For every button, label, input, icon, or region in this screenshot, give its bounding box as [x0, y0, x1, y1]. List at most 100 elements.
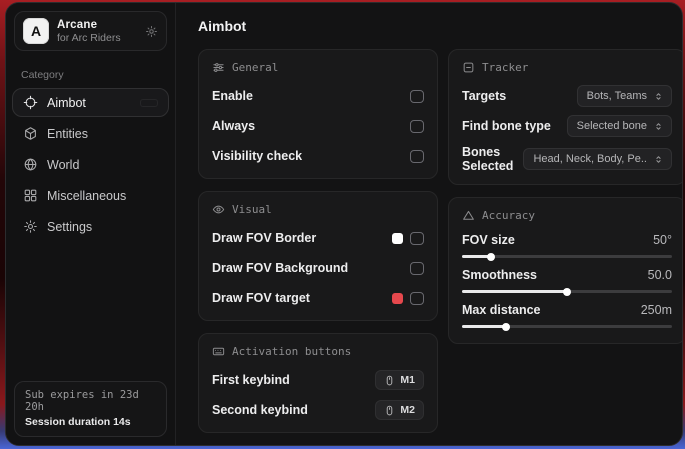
- main-content: Aimbot: [176, 3, 682, 445]
- chevrons-up-down-icon: [653, 154, 664, 165]
- enable-checkbox[interactable]: [410, 89, 424, 103]
- slider-label: FOV size: [462, 233, 515, 247]
- setting-row-visibility-check: Visibility check: [212, 145, 424, 167]
- setting-label: Always: [212, 119, 256, 133]
- slider-label: Smoothness: [462, 268, 538, 282]
- cube-icon: [23, 126, 38, 141]
- dropdown-value: Head, Neck, Body, Pe..: [533, 153, 647, 165]
- sidebar-item-label: World: [47, 157, 80, 172]
- color-swatch-white[interactable]: [392, 232, 403, 244]
- square-minus-icon: [462, 61, 475, 74]
- sidebar-item-miscellaneous[interactable]: Miscellaneous: [12, 181, 169, 210]
- visibility-check-checkbox[interactable]: [410, 149, 424, 163]
- category-label: Category: [21, 69, 64, 81]
- section-header: General: [232, 61, 279, 74]
- sidebar-item-world[interactable]: World: [12, 150, 169, 179]
- second-keybind-button[interactable]: M2: [375, 400, 424, 420]
- general-card: General Enable Always Visibility check: [198, 49, 438, 179]
- sidebar-item-label: Entities: [47, 126, 88, 141]
- bones-selected-dropdown[interactable]: Head, Neck, Body, Pe..: [523, 148, 672, 170]
- setting-row-fov-background: Draw FOV Background: [212, 257, 424, 279]
- setting-label: Targets: [462, 89, 507, 103]
- setting-label: Enable: [212, 89, 253, 103]
- max-distance-slider[interactable]: [462, 322, 672, 331]
- setting-row-enable: Enable: [212, 85, 424, 107]
- setting-row-fov-border: Draw FOV Border: [212, 227, 424, 249]
- setting-label: Find bone type: [462, 119, 551, 133]
- setting-row-always: Always: [212, 115, 424, 137]
- tracker-row-find-bone: Find bone type Selected bone: [462, 115, 672, 137]
- brand-card: A Arcane for Arc Riders: [14, 11, 167, 51]
- find-bone-type-dropdown[interactable]: Selected bone: [566, 115, 672, 137]
- fov-target-checkbox[interactable]: [410, 291, 424, 305]
- fov-size-slider[interactable]: [462, 252, 672, 261]
- section-header: Activation buttons: [232, 345, 352, 358]
- sidebar-item-label: Aimbot: [47, 95, 86, 110]
- setting-label: Visibility check: [212, 149, 303, 163]
- sidebar-item-aimbot[interactable]: Aimbot: [12, 88, 169, 117]
- sidebar-item-settings[interactable]: Settings: [12, 212, 169, 241]
- color-swatch-red[interactable]: [392, 292, 403, 304]
- sidebar: A Arcane for Arc Riders Category: [6, 3, 176, 445]
- visual-card: Visual Draw FOV Border Draw FOV Backgrou…: [198, 191, 438, 321]
- dropdown-value: Bots, Teams: [586, 90, 647, 102]
- keyboard-icon: [212, 345, 225, 358]
- always-checkbox[interactable]: [410, 119, 424, 133]
- section-header: Visual: [232, 203, 272, 216]
- mouse-icon: [384, 375, 395, 386]
- sidebar-item-label: Settings: [47, 219, 93, 234]
- section-header: Tracker: [482, 61, 529, 74]
- smoothness-slider[interactable]: [462, 287, 672, 296]
- mouse-icon: [384, 405, 395, 416]
- gear-icon: [23, 219, 38, 234]
- sidebar-nav: Aimbot Entities: [6, 87, 175, 242]
- tracker-row-targets: Targets Bots, Teams: [462, 85, 672, 107]
- fov-border-checkbox[interactable]: [410, 231, 424, 245]
- chevrons-up-down-icon: [653, 121, 664, 132]
- sidebar-item-entities[interactable]: Entities: [12, 119, 169, 148]
- app-window: A Arcane for Arc Riders Category: [5, 2, 683, 446]
- brand-subtitle: for Arc Riders: [57, 31, 121, 44]
- session-duration-text: Session duration 14s: [25, 416, 131, 428]
- slider-thumb[interactable]: [502, 322, 511, 331]
- section-header: Accuracy: [482, 209, 535, 222]
- slider-label: Max distance: [462, 303, 541, 317]
- setting-label: First keybind: [212, 373, 290, 387]
- setting-label: Bones Selected: [462, 145, 514, 173]
- subscription-card: Sub expires in 23d 20h Session duration …: [14, 381, 167, 437]
- accuracy-card: Accuracy FOV size 50°: [448, 197, 682, 344]
- keybind-value: M2: [400, 404, 415, 416]
- slider-value: 50.0: [647, 268, 672, 282]
- setting-label: Draw FOV Background: [212, 261, 349, 275]
- eye-icon: [212, 203, 225, 216]
- brand-text: Arcane for Arc Riders: [57, 19, 137, 44]
- setting-label: Second keybind: [212, 403, 308, 417]
- settings-gear-icon[interactable]: [145, 25, 158, 38]
- targets-dropdown[interactable]: Bots, Teams: [576, 85, 672, 107]
- triangle-icon: [462, 209, 475, 222]
- tracker-card: Tracker Targets Bots, Teams: [448, 49, 682, 185]
- dropdown-value: Selected bone: [576, 120, 647, 132]
- setting-label: Draw FOV target: [212, 291, 310, 305]
- activation-card: Activation buttons First keybind M1: [198, 333, 438, 433]
- tracker-row-bones-selected: Bones Selected Head, Neck, Body, Pe..: [462, 145, 672, 173]
- sub-expires-text: Sub expires in 23d 20h: [25, 389, 139, 413]
- setting-row-fov-target: Draw FOV target: [212, 287, 424, 309]
- page-title: Aimbot: [198, 18, 247, 34]
- sidebar-item-label: Miscellaneous: [47, 188, 127, 203]
- slider-group-smoothness: Smoothness 50.0: [462, 268, 672, 296]
- slider-thumb[interactable]: [487, 252, 496, 261]
- globe-icon: [23, 157, 38, 172]
- faded-badge: [140, 98, 158, 107]
- brand-logo: A: [23, 18, 49, 44]
- first-keybind-button[interactable]: M1: [375, 370, 424, 390]
- slider-group-fov-size: FOV size 50°: [462, 233, 672, 261]
- fov-background-checkbox[interactable]: [410, 261, 424, 275]
- slider-thumb[interactable]: [563, 287, 571, 296]
- slider-group-max-distance: Max distance 250m: [462, 303, 672, 331]
- keybind-value: M1: [400, 374, 415, 386]
- keybind-row-first: First keybind M1: [212, 369, 424, 391]
- chevrons-up-down-icon: [653, 91, 664, 102]
- brand-name: Arcane: [57, 18, 98, 31]
- keybind-row-second: Second keybind M2: [212, 399, 424, 421]
